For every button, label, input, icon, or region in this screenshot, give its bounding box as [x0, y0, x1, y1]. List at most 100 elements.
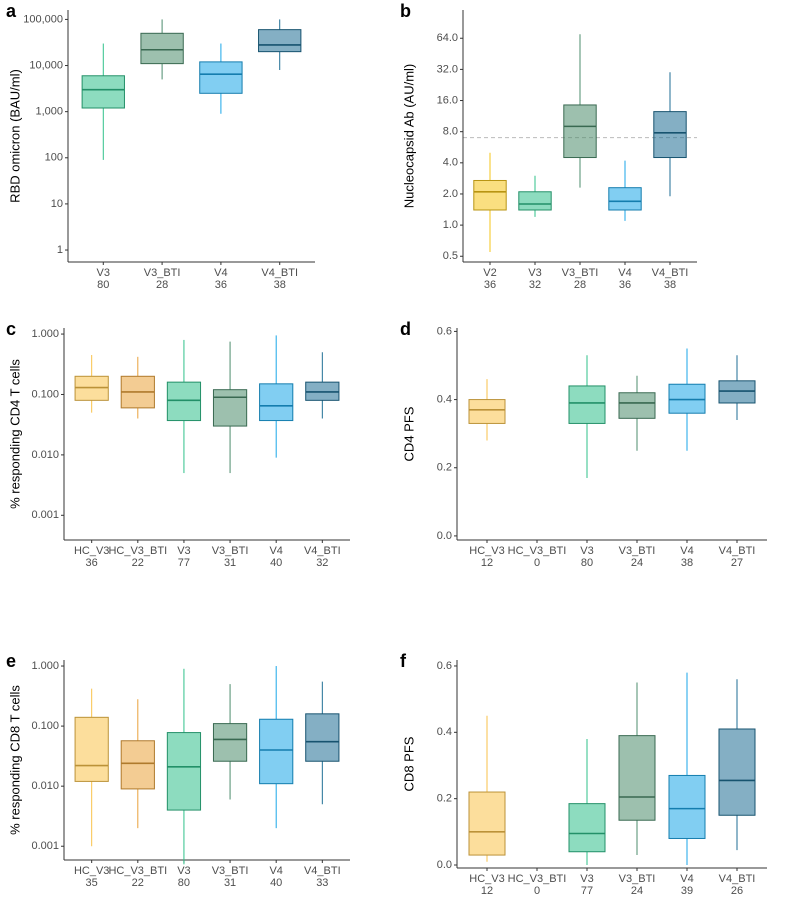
y-tick-label: 1.0: [443, 219, 458, 231]
box: [473, 179, 507, 211]
n-label: 36: [86, 557, 98, 569]
box: [120, 740, 155, 790]
n-label: 28: [156, 279, 168, 291]
n-label: 80: [178, 877, 190, 889]
n-label: 77: [178, 557, 190, 569]
y-axis-label: RBD omicron (BAU/ml): [7, 69, 22, 203]
n-label: 80: [581, 557, 593, 569]
panel-letter: e: [6, 651, 16, 671]
box: [568, 803, 606, 853]
n-label: 24: [631, 557, 643, 569]
panel-letter: b: [400, 1, 411, 21]
n-label: 77: [581, 885, 593, 897]
x-tick-label: V3: [580, 545, 593, 557]
x-tick-label: HC_V3: [74, 545, 109, 557]
n-label: 22: [132, 877, 144, 889]
n-label: 38: [274, 279, 286, 291]
n-label: 36: [484, 279, 496, 291]
x-tick-label: HC_V3: [469, 873, 504, 885]
panel-letter: c: [6, 319, 16, 339]
box: [259, 718, 294, 785]
x-tick-label: HC_V3_BTI: [108, 545, 167, 557]
y-tick-label: 16.0: [437, 94, 458, 106]
box: [199, 61, 243, 94]
y-tick-label: 0.6: [437, 660, 452, 672]
box: [618, 392, 656, 419]
x-tick-label: V3_BTI: [144, 267, 181, 279]
x-tick-label: V4: [214, 267, 227, 279]
x-tick-label: V3_BTI: [619, 545, 656, 557]
n-label: 31: [224, 877, 236, 889]
y-tick-label: 0.2: [437, 793, 452, 805]
y-tick-label: 64.0: [437, 32, 458, 44]
x-tick-label: V3: [97, 267, 110, 279]
box: [668, 774, 706, 839]
y-tick-label: 0.0: [437, 859, 452, 871]
n-label: 22: [132, 557, 144, 569]
y-tick-label: 10: [51, 198, 63, 210]
y-tick-label: 0.001: [31, 509, 59, 521]
box: [140, 32, 184, 65]
y-tick-label: 0.4: [437, 726, 452, 738]
n-label: 33: [316, 877, 328, 889]
box: [718, 380, 756, 404]
n-label: 32: [529, 279, 541, 291]
box: [563, 104, 597, 159]
y-tick-label: 4.0: [443, 157, 458, 169]
panel-letter: a: [6, 1, 17, 21]
n-label: 0: [534, 885, 540, 897]
n-label: 0: [534, 557, 540, 569]
y-tick-label: 8.0: [443, 126, 458, 138]
x-tick-label: HC_V3: [469, 545, 504, 557]
x-tick-label: V2: [483, 267, 496, 279]
x-tick-label: V3: [580, 873, 593, 885]
box: [568, 385, 606, 424]
y-tick-label: 10,000: [29, 59, 63, 71]
x-tick-label: V3_BTI: [619, 873, 656, 885]
y-tick-label: 100: [45, 152, 63, 164]
y-axis-label: % responding CD8 T cells: [7, 685, 22, 835]
x-tick-label: V4_BTI: [719, 873, 756, 885]
box: [468, 791, 506, 856]
box: [81, 75, 125, 109]
panel-letter: f: [400, 651, 407, 671]
x-tick-label: V4_BTI: [304, 865, 341, 877]
y-tick-label: 0.010: [31, 780, 59, 792]
n-label: 12: [481, 885, 493, 897]
box: [166, 381, 202, 422]
y-tick-label: 0.4: [437, 393, 452, 405]
n-label: 27: [731, 557, 743, 569]
box: [305, 713, 340, 762]
n-label: 12: [481, 557, 493, 569]
n-label: 28: [574, 279, 586, 291]
y-tick-label: 0.0: [437, 530, 452, 542]
y-tick-label: 1,000: [35, 106, 63, 118]
n-label: 38: [664, 279, 676, 291]
x-tick-label: V3_BTI: [562, 267, 599, 279]
box: [618, 735, 656, 821]
x-tick-label: V3_BTI: [212, 865, 249, 877]
box: [468, 399, 506, 424]
x-tick-label: V4_BTI: [304, 545, 341, 557]
y-tick-label: 1.000: [31, 660, 59, 672]
n-label: 40: [270, 877, 282, 889]
x-tick-label: HC_V3: [74, 865, 109, 877]
y-tick-label: 100,000: [23, 13, 63, 25]
x-tick-label: HC_V3_BTI: [108, 865, 167, 877]
box: [212, 389, 248, 427]
x-tick-label: V4_BTI: [261, 267, 298, 279]
n-label: 40: [270, 557, 282, 569]
y-tick-label: 0.5: [443, 250, 458, 262]
y-tick-label: 1: [57, 244, 63, 256]
x-tick-label: HC_V3_BTI: [508, 873, 567, 885]
x-tick-label: V3_BTI: [212, 545, 249, 557]
x-tick-label: V4: [680, 873, 693, 885]
y-tick-label: 0.001: [31, 840, 59, 852]
x-tick-label: V4: [269, 865, 282, 877]
box: [74, 716, 109, 782]
box: [608, 187, 642, 211]
panel-letter: d: [400, 319, 411, 339]
box: [212, 723, 248, 762]
y-tick-label: 0.2: [437, 462, 452, 474]
